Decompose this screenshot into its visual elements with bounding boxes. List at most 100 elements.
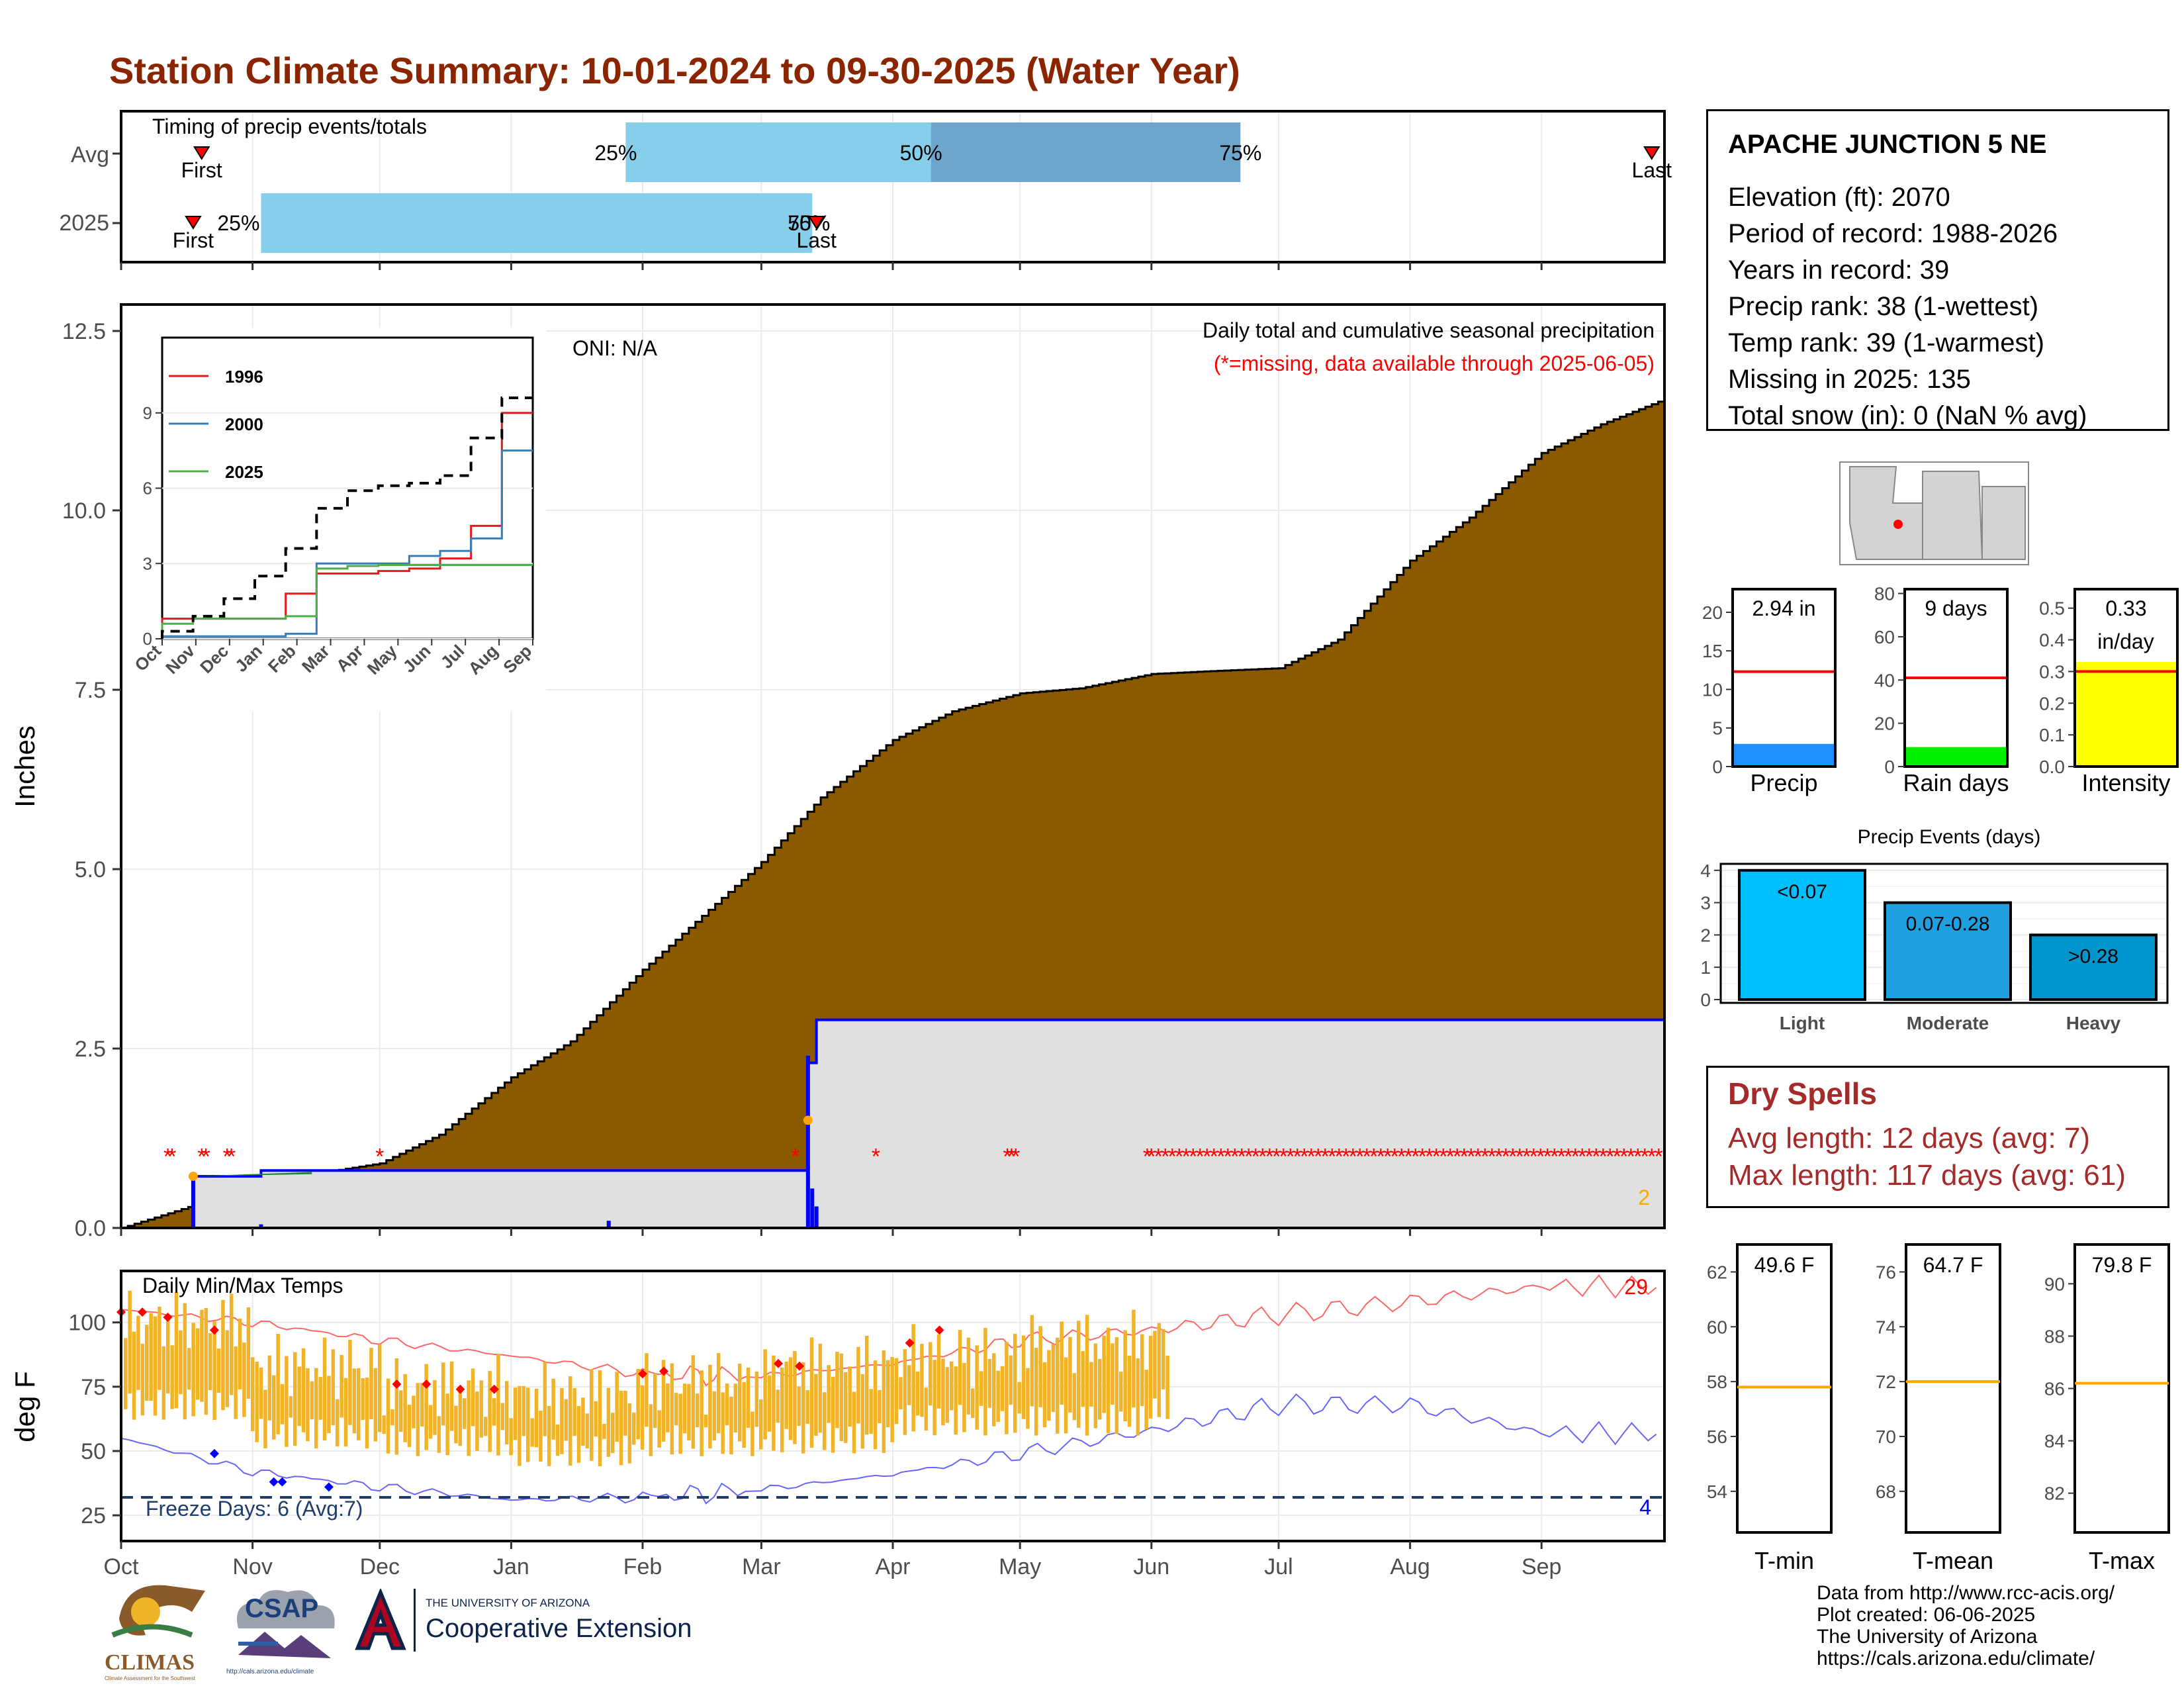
temp-daily-range-bar — [212, 1321, 216, 1421]
missing-marker: * — [1196, 1145, 1205, 1170]
temp-box-frame — [1736, 1243, 1833, 1534]
temp-box-y-tick-label: 56 — [1707, 1427, 1727, 1447]
precip-panel-subtitle: Daily total and cumulative seasonal prec… — [1203, 318, 1655, 342]
inset-y-tick-label: 6 — [143, 479, 152, 498]
temp-record-high-marker — [905, 1338, 915, 1348]
temp-daily-range-bar — [492, 1398, 496, 1426]
temp-daily-range-bar — [505, 1381, 509, 1445]
temp-daily-range-bar — [729, 1396, 733, 1455]
temp-daily-range-bar — [272, 1375, 276, 1440]
mini-bar-value: 9 days — [1925, 596, 1987, 620]
temp-daily-range-bar — [890, 1357, 894, 1442]
events-frame — [1719, 863, 2169, 1004]
temp-daily-range-bar — [276, 1334, 280, 1434]
missing-marker: * — [1480, 1145, 1489, 1170]
month-tick-label: Oct — [104, 1554, 139, 1579]
temp-daily-range-bar — [441, 1362, 445, 1426]
temp-daily-range-bar — [598, 1370, 602, 1467]
temp-daily-range-bar — [903, 1349, 907, 1435]
missing-marker: * — [1335, 1145, 1343, 1170]
timing-2025-first-label: First — [173, 228, 214, 252]
temp-daily-range-bar — [725, 1383, 729, 1426]
temp-daily-range-bar — [560, 1387, 564, 1454]
temp-daily-range-bar — [555, 1425, 560, 1456]
temp-daily-range-bar — [950, 1361, 954, 1411]
timing-2025-bar — [261, 193, 813, 253]
missing-marker: * — [1272, 1145, 1281, 1170]
temp-daily-range-bar — [403, 1374, 407, 1442]
temp-daily-range-bar — [1072, 1373, 1077, 1421]
timing-2025-p50-label: 50% — [788, 211, 830, 235]
timing-2025-p75-label: 75% — [788, 211, 830, 235]
missing-marker: * — [1369, 1145, 1378, 1170]
ua-a-mark — [355, 1587, 406, 1650]
temp-box-y-tick-label: 90 — [2044, 1274, 2065, 1294]
temp-box-y-tick-label: 62 — [1707, 1262, 1727, 1282]
temp-box-y-tick-label: 82 — [2044, 1483, 2065, 1504]
temp-daily-range-bar — [437, 1416, 441, 1453]
temp-daily-range-bar — [378, 1344, 382, 1432]
missing-marker: * — [1147, 1145, 1156, 1170]
temp-daily-range-bar — [1089, 1362, 1093, 1407]
temp-daily-range-bar — [518, 1385, 522, 1466]
temp-daily-range-bar — [1085, 1315, 1089, 1436]
mini-bar — [2075, 662, 2177, 767]
temp-daily-range-bar — [382, 1415, 386, 1434]
precip-y-tick-label: 0.0 — [75, 1216, 106, 1241]
mini-bar-y-tick-label: 40 — [1874, 670, 1895, 690]
events-bar-range: >0.28 — [2068, 945, 2118, 967]
temp-daily-range-bar — [1136, 1358, 1140, 1436]
missing-marker: * — [1258, 1145, 1267, 1170]
temp-daily-range-bar — [200, 1309, 204, 1402]
mini-bar-value: 2.94 in — [1752, 596, 1815, 620]
month-tick-label: Jul — [1264, 1554, 1293, 1579]
temp-daily-range-bar — [488, 1371, 492, 1452]
temp-daily-range-bar — [738, 1364, 742, 1442]
temp-daily-range-bar — [255, 1362, 259, 1442]
temp-daily-range-bar — [534, 1388, 539, 1448]
mini-bar-value: 0.33 — [2105, 596, 2146, 620]
temp-daily-range-bar — [962, 1362, 966, 1432]
temp-daily-range-bar — [606, 1387, 611, 1457]
temp-box-y-tick-label: 70 — [1876, 1427, 1896, 1447]
missing-marker: * — [1439, 1145, 1447, 1170]
temp-daily-range-bar — [1161, 1329, 1165, 1389]
temp-daily-range-bar — [484, 1417, 488, 1436]
temp-daily-range-bar — [394, 1358, 399, 1455]
temp-daily-range-bar — [640, 1385, 645, 1450]
temp-daily-range-bar — [674, 1393, 678, 1426]
temp-daily-range-bar — [463, 1398, 467, 1429]
timing-avg-bar-25-50 — [625, 122, 931, 182]
precip-daily-bar — [814, 1206, 819, 1228]
station-period: Period of record: 1988-2026 — [1728, 219, 2058, 248]
missing-marker: * — [1564, 1145, 1572, 1170]
events-title: Precip Events (days) — [1858, 826, 2041, 848]
precip-y-tick-label: 5.0 — [75, 857, 106, 882]
temp-daily-range-bar — [310, 1381, 314, 1420]
mini-bar-y-tick-label: 0 — [1884, 757, 1895, 777]
missing-marker: * — [1175, 1145, 1183, 1170]
temp-daily-range-bar — [572, 1387, 576, 1436]
temp-daily-range-bar — [645, 1353, 649, 1427]
missing-marker: * — [1011, 1145, 1020, 1170]
temp-daily-range-bar — [1068, 1336, 1072, 1413]
temp-box-value: 64.7 F — [1923, 1253, 1983, 1277]
temp-record-high-marker — [163, 1312, 173, 1322]
temp-daily-range-bar — [445, 1393, 449, 1456]
timing-avg-p25-label: 25% — [594, 141, 637, 165]
temp-daily-range-bar — [1111, 1343, 1115, 1405]
temp-daily-range-bar — [915, 1371, 920, 1416]
mini-bar-y-tick-label: 20 — [1874, 714, 1895, 734]
temp-daily-range-bar — [941, 1358, 945, 1426]
temp-daily-range-bar — [717, 1352, 721, 1434]
missing-marker: * — [1321, 1145, 1330, 1170]
timing-avg-last-marker — [1643, 146, 1661, 160]
credit-line: The University of Arizona — [1817, 1626, 2038, 1648]
inset-y-tick-label: 3 — [143, 553, 152, 573]
temp-daily-range-bar — [251, 1357, 255, 1432]
temp-daily-range-bar — [661, 1360, 666, 1442]
missing-marker: * — [1502, 1145, 1510, 1170]
temp-daily-range-bar — [420, 1383, 424, 1427]
temp-box-y-tick-label: 58 — [1707, 1372, 1727, 1392]
temp-daily-range-bar — [751, 1411, 754, 1456]
